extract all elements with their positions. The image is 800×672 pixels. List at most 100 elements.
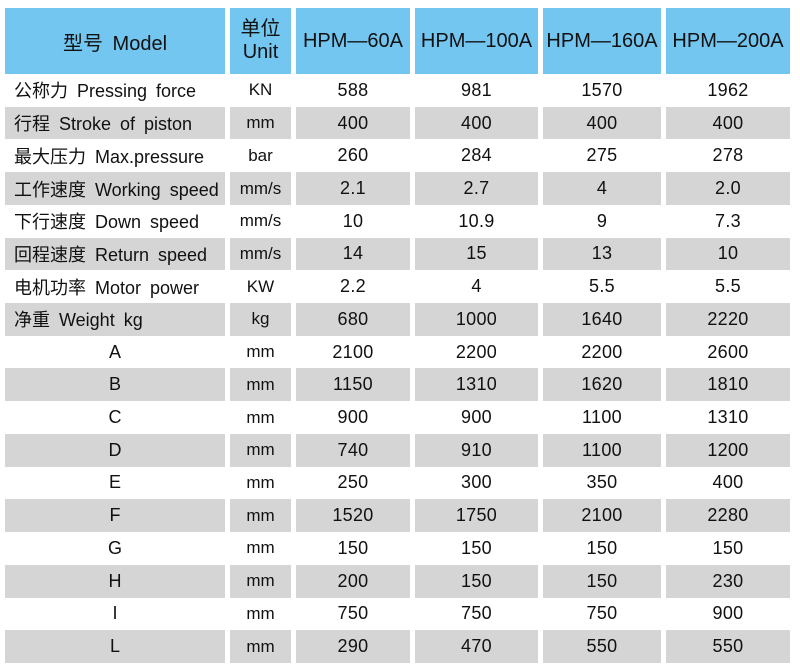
row-value: 1962 — [666, 74, 790, 107]
row-value: 290 — [296, 630, 410, 663]
row-value: 150 — [415, 532, 538, 565]
row-value: 900 — [666, 597, 790, 631]
row-value: 1310 — [415, 368, 538, 402]
row-unit: mm — [230, 564, 291, 598]
table-row: 电机功率 Motor power KW 2.2 4 5.5 5.5 — [5, 270, 790, 304]
table-row: 净重 Weight kg kg 680 1000 1640 2220 — [5, 303, 790, 336]
row-label: 行程 Stroke of piston — [5, 106, 225, 140]
row-label: A — [5, 335, 225, 369]
header-model-hpm200a: HPM—200A — [666, 8, 790, 74]
row-value: 1620 — [543, 368, 661, 402]
row-unit: mm — [230, 401, 291, 434]
row-label: F — [5, 499, 225, 533]
spec-table: 型号 Model 单位 Unit HPM—60A HPM—100A HPM—16… — [5, 8, 790, 663]
header-unit-cn: 单位 — [240, 18, 281, 40]
row-value: 150 — [666, 532, 790, 565]
header-model-hpm60a: HPM—60A — [296, 8, 410, 74]
row-value: 2.1 — [296, 172, 410, 205]
row-label: E — [5, 466, 225, 500]
row-value: 981 — [415, 74, 538, 107]
row-unit: mm — [230, 368, 291, 402]
row-label: H — [5, 564, 225, 598]
row-value: 5.5 — [543, 270, 661, 304]
row-value: 588 — [296, 74, 410, 107]
row-value: 750 — [543, 597, 661, 631]
row-value: 2100 — [543, 499, 661, 533]
row-label: C — [5, 401, 225, 434]
row-value: 150 — [543, 532, 661, 565]
row-value: 1810 — [666, 368, 790, 402]
table-row: 行程 Stroke of piston mm 400 400 400 400 — [5, 106, 790, 140]
row-unit: mm — [230, 499, 291, 533]
table-row: 工作速度 Working speed mm/s 2.1 2.7 4 2.0 — [5, 172, 790, 205]
row-value: 900 — [415, 401, 538, 434]
row-value: 400 — [543, 106, 661, 140]
row-value: 400 — [666, 466, 790, 500]
row-value: 4 — [415, 270, 538, 304]
header-model-hpm100a: HPM—100A — [415, 8, 538, 74]
row-value: 150 — [296, 532, 410, 565]
row-value: 2.0 — [666, 172, 790, 205]
row-value: 1750 — [415, 499, 538, 533]
row-unit: bar — [230, 139, 291, 173]
header-unit-label: 单位 Unit — [230, 8, 291, 74]
row-value: 260 — [296, 139, 410, 173]
row-value: 284 — [415, 139, 538, 173]
row-value: 150 — [415, 564, 538, 598]
row-value: 278 — [666, 139, 790, 173]
row-unit: mm — [230, 532, 291, 565]
table-row: 下行速度 Down speed mm/s 10 10.9 9 7.3 — [5, 204, 790, 238]
row-value: 14 — [296, 237, 410, 271]
row-label: B — [5, 368, 225, 402]
table-row: 最大压力 Max.pressure bar 260 284 275 278 — [5, 139, 790, 173]
row-label: 回程速度 Return speed — [5, 237, 225, 271]
row-value: 1000 — [415, 303, 538, 336]
row-value: 680 — [296, 303, 410, 336]
row-value: 750 — [415, 597, 538, 631]
row-value: 1310 — [666, 401, 790, 434]
row-value: 2600 — [666, 335, 790, 369]
row-unit: mm — [230, 466, 291, 500]
table-row: 公称力 Pressing force KN 588 981 1570 1962 — [5, 74, 790, 107]
header-model-hpm160a: HPM—160A — [543, 8, 661, 74]
row-value: 2220 — [666, 303, 790, 336]
row-unit: mm — [230, 106, 291, 140]
row-value: 7.3 — [666, 204, 790, 238]
row-label: L — [5, 630, 225, 663]
row-label: D — [5, 433, 225, 467]
row-value: 300 — [415, 466, 538, 500]
row-value: 10.9 — [415, 204, 538, 238]
row-unit: mm/s — [230, 172, 291, 205]
row-value: 250 — [296, 466, 410, 500]
row-unit: mm — [230, 335, 291, 369]
row-value: 1520 — [296, 499, 410, 533]
row-value: 1100 — [543, 401, 661, 434]
row-value: 400 — [415, 106, 538, 140]
row-label: 公称力 Pressing force — [5, 74, 225, 107]
row-label: 电机功率 Motor power — [5, 270, 225, 304]
row-value: 275 — [543, 139, 661, 173]
row-value: 900 — [296, 401, 410, 434]
header-model-label: 型号 Model — [5, 8, 225, 74]
row-label: 最大压力 Max.pressure — [5, 139, 225, 173]
row-label: 下行速度 Down speed — [5, 204, 225, 238]
row-value: 150 — [543, 564, 661, 598]
row-value: 1570 — [543, 74, 661, 107]
row-unit: mm/s — [230, 237, 291, 271]
row-unit: KW — [230, 270, 291, 304]
row-label: 工作速度 Working speed — [5, 172, 225, 205]
row-value: 740 — [296, 433, 410, 467]
row-value: 1100 — [543, 433, 661, 467]
row-value: 15 — [415, 237, 538, 271]
row-unit: mm — [230, 597, 291, 631]
row-value: 550 — [543, 630, 661, 663]
row-value: 550 — [666, 630, 790, 663]
row-value: 1200 — [666, 433, 790, 467]
